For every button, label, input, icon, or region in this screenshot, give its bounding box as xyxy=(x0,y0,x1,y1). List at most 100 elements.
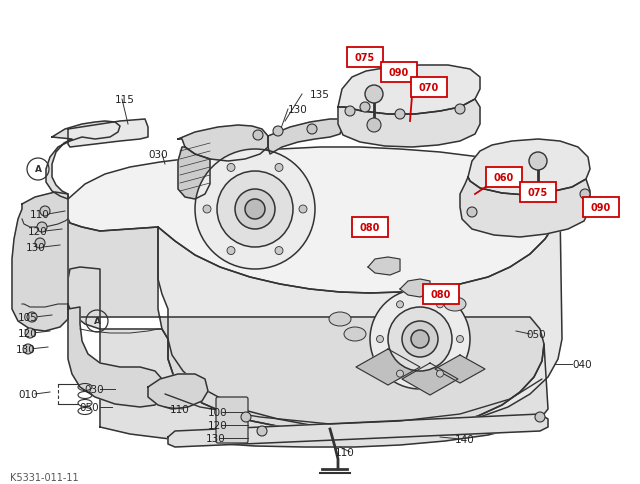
Circle shape xyxy=(195,150,315,270)
Polygon shape xyxy=(178,148,210,199)
Text: 030: 030 xyxy=(84,384,104,394)
Polygon shape xyxy=(68,148,565,293)
Ellipse shape xyxy=(444,297,466,311)
Text: 010: 010 xyxy=(18,389,38,399)
Circle shape xyxy=(227,164,235,172)
Circle shape xyxy=(37,223,47,232)
Text: 120: 120 xyxy=(28,227,48,237)
Ellipse shape xyxy=(329,312,351,326)
Circle shape xyxy=(275,247,283,255)
Text: 075: 075 xyxy=(528,188,548,197)
Polygon shape xyxy=(68,268,548,447)
Circle shape xyxy=(436,301,444,308)
Polygon shape xyxy=(268,120,342,155)
Polygon shape xyxy=(402,363,458,395)
Text: 100: 100 xyxy=(208,407,228,417)
FancyBboxPatch shape xyxy=(352,217,388,238)
Text: 080: 080 xyxy=(431,289,451,300)
Circle shape xyxy=(531,186,545,199)
Text: 130: 130 xyxy=(206,433,226,443)
Circle shape xyxy=(388,307,452,371)
Text: 110: 110 xyxy=(30,210,50,220)
Circle shape xyxy=(299,206,307,213)
FancyBboxPatch shape xyxy=(486,167,522,188)
Text: 050: 050 xyxy=(526,329,546,339)
FancyBboxPatch shape xyxy=(347,48,383,68)
Polygon shape xyxy=(460,178,590,238)
Circle shape xyxy=(203,206,211,213)
Circle shape xyxy=(370,289,470,389)
Text: 090: 090 xyxy=(389,68,409,78)
Circle shape xyxy=(376,336,383,343)
Ellipse shape xyxy=(429,287,451,302)
Circle shape xyxy=(367,119,381,133)
Text: 105: 105 xyxy=(18,312,38,322)
Polygon shape xyxy=(468,140,590,196)
Circle shape xyxy=(397,370,403,378)
Circle shape xyxy=(395,110,405,120)
Circle shape xyxy=(360,103,370,113)
Text: 140: 140 xyxy=(455,434,475,444)
Circle shape xyxy=(307,125,317,135)
Circle shape xyxy=(23,344,33,354)
Polygon shape xyxy=(338,100,480,148)
FancyBboxPatch shape xyxy=(411,78,447,98)
Circle shape xyxy=(365,86,383,104)
Polygon shape xyxy=(46,122,120,199)
Polygon shape xyxy=(68,304,162,407)
Circle shape xyxy=(397,301,403,308)
Circle shape xyxy=(227,247,235,255)
Ellipse shape xyxy=(344,327,366,341)
Text: 110: 110 xyxy=(335,447,355,457)
Circle shape xyxy=(402,321,438,357)
Text: 130: 130 xyxy=(288,105,308,115)
Polygon shape xyxy=(68,120,148,148)
Polygon shape xyxy=(148,374,208,409)
Circle shape xyxy=(40,207,50,216)
Text: 115: 115 xyxy=(115,95,135,105)
Polygon shape xyxy=(338,66,480,115)
Polygon shape xyxy=(12,193,68,332)
Circle shape xyxy=(275,164,283,172)
FancyBboxPatch shape xyxy=(583,197,619,217)
Polygon shape xyxy=(158,210,562,429)
Circle shape xyxy=(436,370,444,378)
Circle shape xyxy=(253,131,263,141)
Circle shape xyxy=(217,172,293,247)
Circle shape xyxy=(35,239,45,248)
Polygon shape xyxy=(400,279,430,297)
Circle shape xyxy=(455,105,465,115)
Circle shape xyxy=(529,152,547,171)
Polygon shape xyxy=(178,126,268,162)
Text: 135: 135 xyxy=(310,90,330,100)
Polygon shape xyxy=(368,257,400,275)
Circle shape xyxy=(241,412,251,422)
Circle shape xyxy=(273,127,283,136)
Polygon shape xyxy=(435,355,485,383)
Text: 120: 120 xyxy=(18,328,38,338)
FancyBboxPatch shape xyxy=(216,397,248,443)
Text: 080: 080 xyxy=(360,223,380,232)
Circle shape xyxy=(467,208,477,217)
Text: 050: 050 xyxy=(79,402,99,412)
Circle shape xyxy=(235,190,275,229)
Text: 070: 070 xyxy=(419,83,439,93)
FancyBboxPatch shape xyxy=(423,285,459,304)
Text: 040: 040 xyxy=(572,359,591,369)
Text: 130: 130 xyxy=(16,344,36,354)
Circle shape xyxy=(257,426,267,436)
Circle shape xyxy=(245,199,265,220)
Text: 110: 110 xyxy=(170,404,189,414)
Circle shape xyxy=(27,312,37,322)
Text: 075: 075 xyxy=(355,53,375,63)
Text: A: A xyxy=(35,165,42,174)
Text: 090: 090 xyxy=(591,203,611,212)
Circle shape xyxy=(456,336,463,343)
Polygon shape xyxy=(168,414,548,447)
Text: K5331-011-11: K5331-011-11 xyxy=(10,472,79,482)
Text: 030: 030 xyxy=(148,150,168,160)
Text: 130: 130 xyxy=(26,242,45,253)
Polygon shape xyxy=(68,220,544,433)
Circle shape xyxy=(411,330,429,348)
Polygon shape xyxy=(356,349,420,385)
